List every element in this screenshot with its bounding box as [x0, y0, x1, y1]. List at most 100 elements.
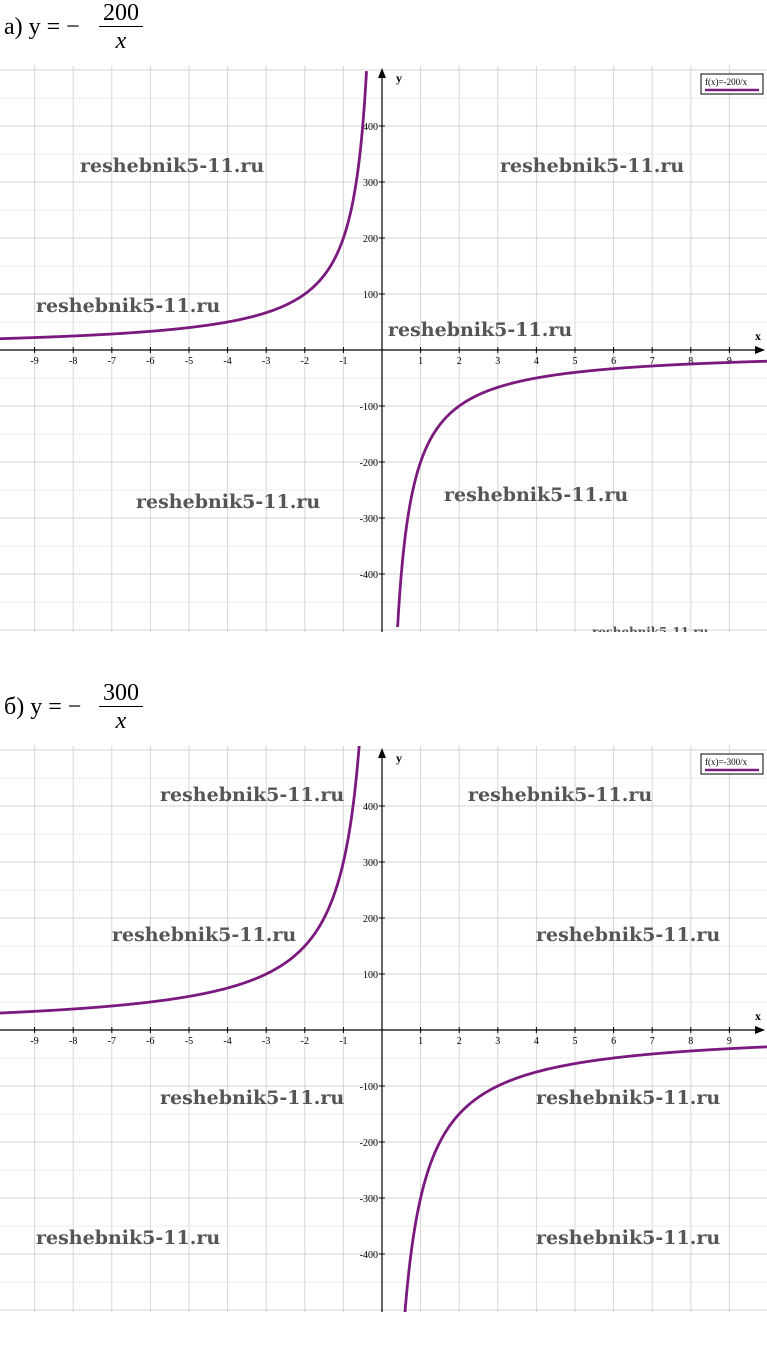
x-tick-label: -9: [30, 356, 38, 367]
watermark-text: reshebnik5-11.ru: [36, 1227, 220, 1249]
x-tick-label: 1: [418, 356, 423, 367]
x-tick-label: -7: [108, 1036, 116, 1047]
x-tick-label: -9: [30, 1036, 38, 1047]
y-tick-label: -300: [360, 514, 378, 525]
watermark-text: reshebnik5-11.ru: [36, 295, 220, 317]
x-tick-label: -5: [185, 356, 193, 367]
caption-a-denominator: x: [115, 28, 127, 54]
x-tick-label: 3: [495, 356, 500, 367]
axes: xy: [0, 748, 765, 1312]
caption-a-label: а) y = −: [4, 14, 80, 40]
curve-right-branch: [403, 1045, 767, 1312]
y-tick-label: -200: [360, 458, 378, 469]
axes: xy: [0, 68, 765, 632]
chart-a: x y -9 -8 -7 -6 -5 -4 -3 -2 -1 1 2 3 4 5 6 7 8 9 -400 -300 -20…: [0, 66, 767, 632]
x-tick-label: 6: [611, 356, 616, 367]
watermark-text: reshebnik5-11.ru: [160, 1087, 344, 1109]
x-tick-label: -4: [223, 356, 231, 367]
x-axis-arrow: [755, 346, 765, 354]
watermark-text: reshebnik5-11.ru: [136, 491, 320, 513]
y-tick-label: 300: [363, 178, 378, 189]
y-tick-label: -100: [360, 402, 378, 413]
watermark-text: reshebnik5-11.ru: [160, 784, 344, 806]
series-curve: [0, 746, 767, 1312]
x-tick-label: 6: [611, 1036, 616, 1047]
x-tick-label: -3: [262, 1036, 270, 1047]
curve-right-branch: [396, 359, 767, 628]
chart-b-svg: xy-9 -8 -7 -6 -5 -4 -3 -2 -1 1 2 3 4 5 6 7 8 9-400-300-20…: [0, 746, 767, 1312]
x-tick-label: 4: [534, 1036, 539, 1047]
y-ticks: -400 -300 -200 -100 100 200 300 400: [360, 802, 385, 1261]
x-tick-label: 3: [495, 1036, 500, 1047]
watermark-text: reshebnik5-11.ru: [536, 924, 720, 946]
x-axis-label: x: [755, 329, 761, 343]
watermark-text: reshebnik5-11.ru: [468, 784, 652, 806]
series-curve: [0, 71, 767, 628]
x-tick-label: -8: [69, 356, 77, 367]
x-tick-label: -7: [108, 356, 116, 367]
y-tick-label: -200: [360, 1138, 378, 1149]
watermark-text: reshebnik5-11.ru: [500, 155, 684, 177]
x-tick-label: 4: [534, 356, 539, 367]
y-ticks: -400 -300 -200 -100 100 200 300 400: [360, 122, 385, 581]
x-ticks: -9 -8 -7 -6 -5 -4 -3 -2 -1 1 2 3 4 5 6 7 8 9: [30, 347, 732, 367]
y-axis-label: y: [396, 751, 402, 765]
chart-b: x y -9 -8 -7 -6 -5 -4 -3 -2 -1 1 2 3 4 5 6 7 8 9 -400 -300 -20…: [0, 746, 767, 1312]
x-tick-label: 5: [573, 356, 578, 367]
legend: f(x)=-200/x: [700, 73, 764, 95]
chart-a-svg: xy-9 -8 -7 -6 -5 -4 -3 -2 -1 1 2 3 4 5 6 7 8 9-400-300-20…: [0, 66, 767, 632]
caption-a-numerator: 200: [99, 0, 143, 27]
x-tick-label: -1: [339, 1036, 347, 1047]
x-axis-label: x: [755, 1009, 761, 1023]
x-tick-label: 8: [688, 1036, 693, 1047]
watermark-text: reshebnik5-11.ru: [536, 1227, 720, 1249]
curve-left-branch: [0, 746, 361, 1015]
y-tick-label: -400: [360, 1250, 378, 1261]
x-tick-label: 2: [457, 1036, 462, 1047]
x-tick-label: -6: [146, 356, 154, 367]
x-ticks: -9 -8 -7 -6 -5 -4 -3 -2 -1 1 2 3 4 5 6 7 8 9: [30, 1027, 732, 1047]
y-tick-label: -300: [360, 1194, 378, 1205]
y-tick-label: 200: [363, 914, 378, 925]
x-tick-label: -6: [146, 1036, 154, 1047]
watermarks: reshebnik5-11.ru reshebnik5-11.ru reshebni…: [36, 784, 720, 1249]
y-tick-label: 400: [363, 802, 378, 813]
curve-left-branch: [0, 71, 368, 341]
watermark-text: reshebnik5-11.ru: [444, 484, 628, 506]
y-tick-label: 400: [363, 122, 378, 133]
legend-label: f(x)=-200/x: [705, 77, 748, 87]
x-tick-label: 1: [418, 1036, 423, 1047]
x-tick-label: -2: [301, 356, 309, 367]
x-tick-label: 8: [688, 356, 693, 367]
watermark-text: reshebnik5-11.ru: [536, 1087, 720, 1109]
y-tick-label: 100: [363, 970, 378, 981]
y-axis-arrow: [378, 68, 386, 78]
caption-b-denominator: x: [115, 708, 127, 734]
x-tick-label: 2: [457, 356, 462, 367]
legend: f(x)=-300/x: [700, 753, 764, 775]
y-axis-label: y: [396, 71, 402, 85]
x-tick-label: -5: [185, 1036, 193, 1047]
watermark-text: reshebnik5-11.ru: [80, 155, 264, 177]
y-tick-label: -400: [360, 570, 378, 581]
x-tick-label: -8: [69, 1036, 77, 1047]
caption-b-numerator: 300: [99, 680, 143, 707]
x-tick-label: 7: [650, 356, 655, 367]
caption-a-fraction: 200 x: [99, 0, 143, 55]
y-tick-label: 300: [363, 858, 378, 869]
legend-label: f(x)=-300/x: [705, 757, 748, 767]
watermarks: reshebnik5-11.ru reshebnik5-11.ru reshebni…: [36, 155, 709, 632]
y-tick-label: 200: [363, 234, 378, 245]
caption-b-label: б) y = −: [4, 694, 82, 720]
x-tick-label: -3: [262, 356, 270, 367]
y-axis-arrow: [378, 748, 386, 758]
y-tick-label: -100: [360, 1082, 378, 1093]
x-tick-label: 9: [727, 1036, 732, 1047]
x-tick-label: 7: [650, 1036, 655, 1047]
caption-b-fraction: 300 x: [99, 680, 143, 735]
watermark-text: reshebnik5-11.ru: [112, 924, 296, 946]
x-axis-arrow: [755, 1026, 765, 1034]
watermark-text: reshebnik5-11.ru: [592, 625, 709, 632]
x-tick-label: 5: [573, 1036, 578, 1047]
watermark-text: reshebnik5-11.ru: [388, 319, 572, 341]
